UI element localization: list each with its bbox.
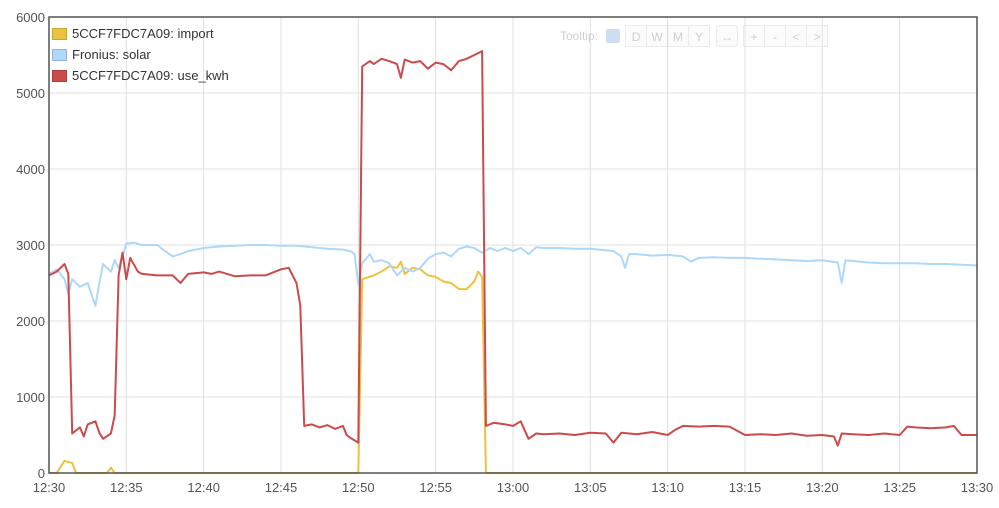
x-tick-label: 13:15	[729, 480, 762, 495]
x-tick-label: 13:00	[497, 480, 530, 495]
series-line-use-kwh	[48, 50, 977, 447]
zoom-pan-button-group: + - < >	[743, 25, 829, 47]
zoom-out-button[interactable]: -	[764, 25, 787, 47]
y-tick-label: 6000	[16, 10, 45, 25]
range-week-button[interactable]: W	[646, 25, 669, 47]
zoom-in-button[interactable]: +	[743, 25, 766, 47]
pan-right-button[interactable]: >	[806, 25, 829, 47]
range-button-group: D W M Y	[625, 25, 711, 47]
series-line-solar	[48, 241, 978, 307]
x-tick-label: 13:30	[961, 480, 994, 495]
x-tick-label: 12:30	[33, 480, 66, 495]
range-day-button[interactable]: D	[625, 25, 648, 47]
resize-button[interactable]: ↔	[716, 25, 739, 47]
legend-label-import: 5CCF7FDC7A09: import	[72, 26, 214, 41]
tooltip-label: Tooltip:	[560, 29, 599, 43]
y-tick-label: 4000	[16, 162, 45, 177]
y-tick-label: 2000	[16, 314, 45, 329]
legend-swatch-solar	[52, 48, 67, 61]
x-tick-label: 13:10	[651, 480, 684, 495]
y-tick-label: 5000	[16, 86, 45, 101]
legend-swatch-use-kwh	[52, 69, 67, 82]
x-tick-label: 12:50	[342, 480, 375, 495]
chart-toolbar: Tooltip: D W M Y ↔ + - < >	[560, 25, 829, 47]
x-tick-label: 12:40	[187, 480, 220, 495]
chart-legend: 5CCF7FDC7A09: import Fronius: solar 5CCF…	[52, 23, 229, 86]
legend-item-solar[interactable]: Fronius: solar	[52, 44, 229, 65]
pan-left-button[interactable]: <	[785, 25, 808, 47]
y-tick-label: 0	[38, 466, 45, 481]
legend-label-solar: Fronius: solar	[72, 47, 151, 62]
range-year-button[interactable]: Y	[688, 25, 711, 47]
legend-label-use-kwh: 5CCF7FDC7A09: use_kwh	[72, 68, 229, 83]
x-tick-label: 13:05	[574, 480, 607, 495]
x-tick-label: 12:45	[265, 480, 298, 495]
x-tick-label: 12:55	[419, 480, 452, 495]
y-tick-label: 3000	[16, 238, 45, 253]
x-tick-label: 12:35	[110, 480, 143, 495]
tooltip-checkbox[interactable]	[606, 29, 621, 43]
legend-item-use-kwh[interactable]: 5CCF7FDC7A09: use_kwh	[52, 65, 229, 86]
range-month-button[interactable]: M	[667, 25, 690, 47]
grid-layer	[48, 16, 978, 474]
legend-swatch-import	[52, 27, 67, 40]
axis-layer: 0 1000 2000 3000 4000 5000 6000 12:30 12:35 12:40…	[16, 10, 993, 495]
y-tick-label: 1000	[16, 390, 45, 405]
x-tick-label: 13:20	[806, 480, 839, 495]
legend-item-import[interactable]: 5CCF7FDC7A09: import	[52, 23, 229, 44]
plot-border	[48, 16, 978, 474]
x-tick-label: 13:25	[883, 480, 916, 495]
